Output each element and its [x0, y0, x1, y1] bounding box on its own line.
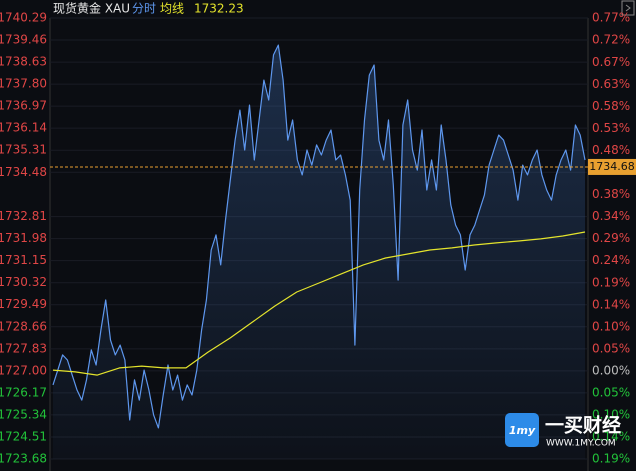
watermark-logo-text: 1my: [509, 424, 536, 437]
average-line: [52, 231, 586, 376]
y2-tick-label: 0.38%: [592, 187, 630, 201]
y-tick-label: 1738.63: [0, 55, 47, 69]
y-tick-label: 1735.31: [0, 143, 47, 157]
y-tick-label: 1725.34: [0, 407, 47, 421]
average-value: 1732.23: [194, 2, 244, 16]
y-tick-label: 1736.14: [0, 121, 47, 135]
watermark: 1my 一买财经 WWW.1MY.COM: [505, 413, 621, 449]
y-tick-label: 1731.15: [0, 253, 47, 267]
y2-tick-label: 0.24%: [592, 253, 630, 267]
y2-tick-label: 0.34%: [592, 209, 630, 223]
y2-tick-label: 0.77%: [592, 11, 630, 25]
y2-tick-label: 0.67%: [592, 55, 630, 69]
y-tick-label: 1726.17: [0, 385, 47, 399]
y2-tick-label: 0.05%: [592, 385, 630, 399]
y2-tick-label: 0.14%: [592, 429, 630, 443]
y2-tick-label: 0.63%: [592, 77, 630, 91]
price-area: [53, 45, 585, 459]
y2-tick-label: 0.10%: [592, 407, 630, 421]
reference-label: 1734.68: [589, 160, 635, 173]
header: 现货黄金 XAU 分时 均线 1732.23: [53, 0, 635, 16]
y-tick-label: 1734.48: [0, 165, 47, 179]
y-tick-label: 1724.51: [0, 429, 47, 443]
watermark-logo: [505, 413, 539, 447]
y2-tick-label: 0.19%: [592, 452, 630, 466]
y-tick-label: 1727.00: [0, 363, 47, 377]
y-tick-label: 1729.49: [0, 297, 47, 311]
y2-tick-label: 0.00%: [592, 363, 630, 377]
y-tick-label: 1731.98: [0, 231, 47, 245]
legend-average: 均线: [160, 2, 184, 16]
y2-tick-label: 0.58%: [592, 99, 630, 113]
y2-tick-label: 0.05%: [592, 341, 630, 355]
y-tick-label: 1736.97: [0, 99, 47, 113]
y2-tick-label: 0.48%: [592, 143, 630, 157]
y-tick-label: 1737.80: [0, 77, 47, 91]
y-tick-label: 1723.68: [0, 452, 47, 466]
watermark-url: WWW.1MY.COM: [546, 439, 616, 449]
y-tick-label: 1728.66: [0, 319, 47, 333]
reference-label-box: [588, 158, 636, 175]
corner-icon-arrow: [625, 4, 631, 12]
watermark-brand: 一买财经: [545, 414, 621, 437]
y2-tick-label: 0.72%: [592, 33, 630, 47]
y-tick-label: 1740.29: [0, 11, 47, 25]
y-tick-label: 1732.81: [0, 209, 47, 223]
y2-tick-label: 0.29%: [592, 231, 630, 245]
legend-price: 分时: [132, 2, 156, 16]
y-tick-label: 1730.32: [0, 275, 47, 289]
corner-icon[interactable]: [621, 0, 635, 16]
y2-tick-label: 0.14%: [592, 297, 630, 311]
y2-tick-label: 0.53%: [592, 121, 630, 135]
y-tick-label: 1739.46: [0, 33, 47, 47]
y2-tick-label: 0.10%: [592, 319, 630, 333]
y2-tick-label: 0.19%: [592, 275, 630, 289]
price-line: [52, 44, 586, 429]
y-tick-label: 1727.83: [0, 341, 47, 355]
chart-title: 现货黄金 XAU: [53, 1, 130, 16]
